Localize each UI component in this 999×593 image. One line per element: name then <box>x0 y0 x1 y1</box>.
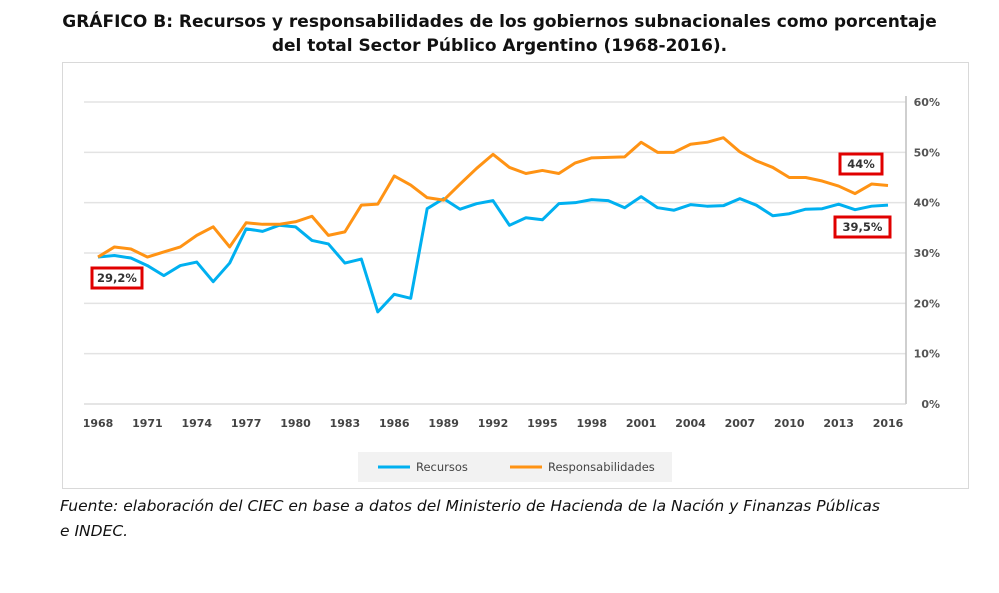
x-tick-label: 2001 <box>626 417 657 430</box>
annotation-label: 44% <box>847 157 875 171</box>
y-tick-label: 10% <box>914 348 940 361</box>
y-tick-label: 50% <box>914 146 940 159</box>
y-tick-label: 20% <box>914 297 940 310</box>
chart-title: GRÁFICO B: Recursos y responsabilidades … <box>0 10 999 58</box>
title-line-1: GRÁFICO B: Recursos y responsabilidades … <box>62 12 937 32</box>
x-tick-label: 2010 <box>774 417 805 430</box>
x-tick-label: 1974 <box>181 417 212 430</box>
y-tick-label: 60% <box>914 96 940 109</box>
x-tick-label: 1989 <box>428 417 459 430</box>
x-tick-label: 1980 <box>280 417 311 430</box>
x-tick-label: 2013 <box>823 417 854 430</box>
x-tick-label: 1977 <box>231 417 262 430</box>
x-tick-label: 1971 <box>132 417 163 430</box>
x-tick-label: 1986 <box>379 417 410 430</box>
title-line-2: del total Sector Público Argentino (1968… <box>271 36 728 56</box>
x-tick-label: 1983 <box>330 417 361 430</box>
x-tick-label: 1995 <box>527 417 558 430</box>
series-line-recursos <box>97 195 889 314</box>
legend-label: Recursos <box>416 460 468 474</box>
chart-frame <box>62 62 969 489</box>
x-tick-label: 2007 <box>725 417 756 430</box>
y-tick-label: 0% <box>921 398 940 411</box>
annotation-label: 39,5% <box>843 220 883 234</box>
annotation-label: 29,2% <box>97 271 137 285</box>
x-tick-label: 1992 <box>478 417 509 430</box>
x-tick-label: 1998 <box>576 417 607 430</box>
x-tick-label: 2016 <box>873 417 904 430</box>
y-tick-label: 30% <box>914 247 940 260</box>
source-note: Fuente: elaboración del CIEC en base a d… <box>60 494 980 544</box>
series-line-responsabilidades <box>97 136 889 259</box>
annotation-box <box>90 266 144 290</box>
source-line-2: e INDEC. <box>60 522 129 540</box>
annotation-box <box>833 215 892 239</box>
annotation-box <box>838 152 884 176</box>
x-tick-label: 1968 <box>83 417 114 430</box>
y-tick-label: 40% <box>914 197 940 210</box>
x-tick-label: 2004 <box>675 417 706 430</box>
legend-label: Responsabilidades <box>548 460 655 474</box>
source-line-1: Fuente: elaboración del CIEC en base a d… <box>60 497 880 515</box>
